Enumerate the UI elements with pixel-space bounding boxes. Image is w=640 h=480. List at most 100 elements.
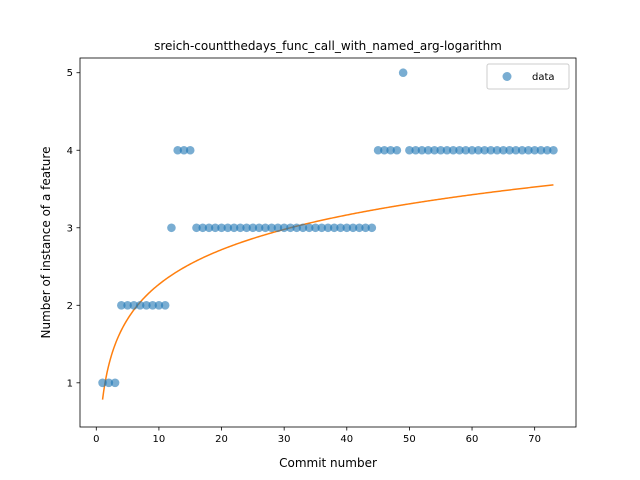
data-point [192, 223, 201, 233]
data-point [242, 223, 251, 233]
y-tick-label: 4 [67, 146, 73, 157]
data-point [442, 145, 452, 155]
data-point [286, 223, 295, 233]
x-tick-label: 30 [278, 434, 291, 445]
data-point [254, 223, 264, 233]
data-point [461, 145, 471, 155]
data-point [405, 145, 414, 155]
data-point [474, 145, 483, 155]
data-point [292, 223, 301, 233]
data-point [135, 300, 145, 310]
data-point [198, 223, 208, 233]
data-point [248, 223, 258, 233]
data-point [342, 223, 352, 233]
plot-area-frame [79, 57, 577, 428]
data-point [430, 145, 439, 155]
data-point [517, 145, 527, 155]
data-point [167, 223, 176, 233]
data-point [317, 223, 327, 233]
x-axis-ticks: 0 10 20 30 40 50 60 70 [93, 427, 541, 445]
data-point [154, 300, 164, 310]
data-point [392, 145, 402, 155]
y-tick-label: 5 [67, 68, 73, 79]
data-point [98, 378, 107, 388]
data-point [329, 223, 339, 233]
data-point [511, 145, 521, 155]
data-point [348, 223, 358, 233]
data-point [480, 145, 489, 155]
legend-label-data: data [532, 72, 555, 83]
data-point [217, 223, 226, 233]
data-point [204, 223, 214, 233]
data-point [398, 68, 408, 78]
data-point [236, 223, 245, 233]
legend: data [486, 63, 570, 90]
data-point [273, 223, 283, 233]
data-point [386, 145, 395, 155]
data-point [185, 145, 195, 155]
data-point [448, 145, 458, 155]
data-point [311, 223, 320, 233]
x-tick-label: 40 [340, 434, 353, 445]
data-point [210, 223, 220, 233]
data-point [530, 145, 539, 155]
data-point [223, 223, 233, 233]
legend-box [486, 63, 570, 90]
legend-marker-data [502, 72, 512, 81]
chart-title: sreich-countthedays_func_call_with_named… [154, 39, 502, 53]
x-tick-label: 20 [215, 434, 228, 445]
data-point [304, 223, 314, 233]
data-point [505, 145, 514, 155]
data-point [298, 223, 308, 233]
data-point [542, 145, 552, 155]
data-point [361, 223, 370, 233]
data-point [436, 145, 446, 155]
data-point [336, 223, 345, 233]
data-point [261, 223, 270, 233]
data-point [423, 145, 433, 155]
data-point [367, 223, 377, 233]
data-point [380, 145, 389, 155]
data-point [455, 145, 464, 155]
data-point [499, 145, 508, 155]
data-point [355, 223, 364, 233]
data-point [549, 145, 558, 155]
y-tick-label: 2 [67, 301, 73, 312]
data-point [323, 223, 333, 233]
fit-curve [101, 184, 554, 400]
data-point [123, 300, 132, 310]
data-point [536, 145, 546, 155]
points-layer [98, 68, 558, 388]
x-tick-label: 60 [466, 434, 479, 445]
data-point [148, 300, 157, 310]
fit-layer [101, 184, 554, 400]
data-point [524, 145, 533, 155]
data-point [411, 145, 420, 155]
data-point [229, 223, 239, 233]
data-point [467, 145, 477, 155]
data-point [492, 145, 502, 155]
x-tick-label: 50 [403, 434, 416, 445]
data-point [373, 145, 383, 155]
y-tick-label: 1 [67, 378, 73, 389]
data-point [160, 300, 170, 310]
y-tick-label: 3 [67, 223, 73, 234]
x-tick-label: 10 [153, 434, 166, 445]
data-point [417, 145, 427, 155]
x-tick-label: 70 [528, 434, 541, 445]
y-axis-label: Number of instance of a feature [39, 147, 53, 339]
data-point [173, 145, 182, 155]
data-point [117, 300, 126, 310]
data-point [179, 145, 189, 155]
x-tick-label: 0 [93, 434, 99, 445]
data-point [267, 223, 276, 233]
data-point [279, 223, 289, 233]
data-point [104, 378, 114, 388]
x-axis-label: Commit number [279, 456, 377, 470]
data-point [129, 300, 139, 310]
data-point [142, 300, 151, 310]
data-point [110, 378, 120, 388]
y-axis-ticks: 1 2 3 4 5 [67, 68, 80, 389]
data-point [486, 145, 496, 155]
